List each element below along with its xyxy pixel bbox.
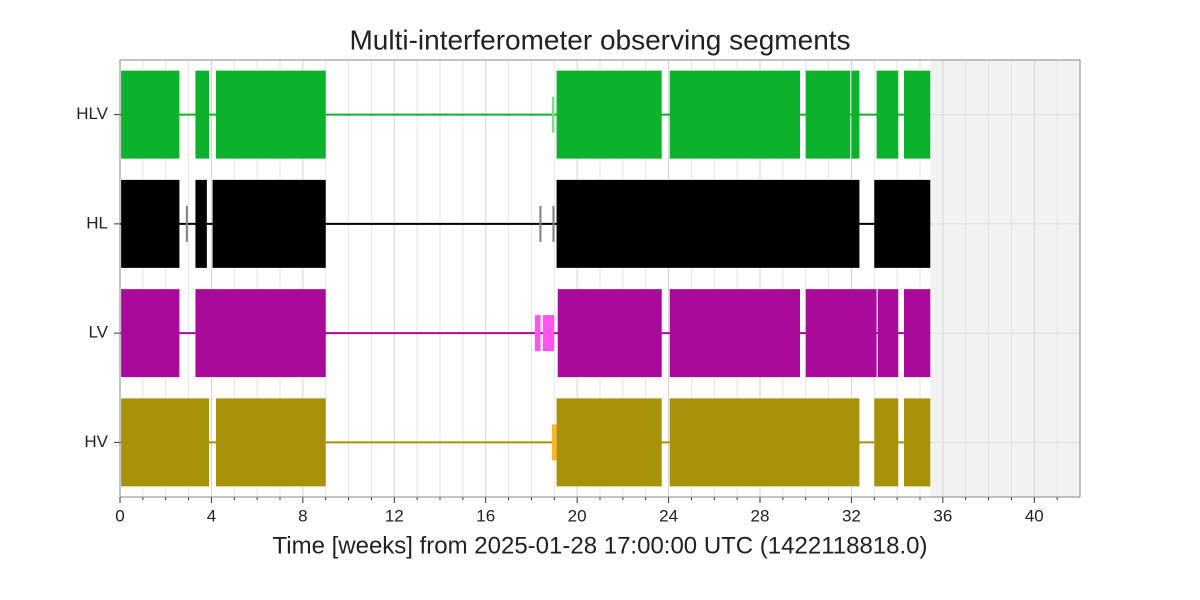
x-axis-label: Time [weeks] from 2025-01-28 17:00:00 UT… <box>272 532 927 559</box>
segment <box>121 70 180 159</box>
minor-segment <box>552 96 555 133</box>
segment <box>874 398 899 487</box>
segment <box>669 398 860 487</box>
segment <box>851 70 860 159</box>
chart-title: Multi-interferometer observing segments <box>349 24 850 55</box>
y-tick-label: LV <box>88 323 108 342</box>
segment <box>195 179 207 268</box>
plot-frame <box>119 59 1081 498</box>
segment <box>216 70 326 159</box>
minor-segment <box>539 205 542 242</box>
segment <box>556 70 662 159</box>
segment <box>904 398 931 487</box>
x-tick-label: 32 <box>842 506 861 525</box>
x-tick-label: 16 <box>476 506 495 525</box>
x-tick-label: 12 <box>385 506 404 525</box>
segment <box>195 289 326 378</box>
minor-segment <box>185 205 188 242</box>
x-tick-label: 0 <box>115 506 124 525</box>
segment <box>877 289 899 378</box>
x-tick-label: 24 <box>659 506 678 525</box>
segment <box>557 289 662 378</box>
segment <box>212 179 326 268</box>
segment <box>669 70 800 159</box>
segment <box>805 70 851 159</box>
segment <box>216 398 326 487</box>
x-tick-label: 28 <box>751 506 770 525</box>
segment <box>876 70 899 159</box>
minor-segment <box>552 424 557 461</box>
segment <box>556 398 662 487</box>
x-tick-label: 8 <box>298 506 307 525</box>
segment <box>669 289 800 378</box>
minor-segment <box>542 315 555 352</box>
segment <box>121 179 180 268</box>
segment <box>805 289 877 378</box>
segment <box>556 179 860 268</box>
x-tick-label: 20 <box>568 506 587 525</box>
segment <box>874 179 931 268</box>
segment <box>904 70 931 159</box>
x-tick-label: 4 <box>207 506 216 525</box>
minor-segment <box>552 205 555 242</box>
segment <box>121 398 210 487</box>
segment <box>195 70 210 159</box>
shaded-span <box>930 60 1080 497</box>
y-tick-label: HLV <box>76 104 108 123</box>
y-tick-label: HV <box>84 432 108 451</box>
y-tick-label: HL <box>86 213 108 232</box>
x-tick-label: 36 <box>933 506 952 525</box>
minor-segment <box>534 315 541 352</box>
x-tick-label: 40 <box>1025 506 1044 525</box>
segment <box>121 289 180 378</box>
segment <box>904 289 931 378</box>
